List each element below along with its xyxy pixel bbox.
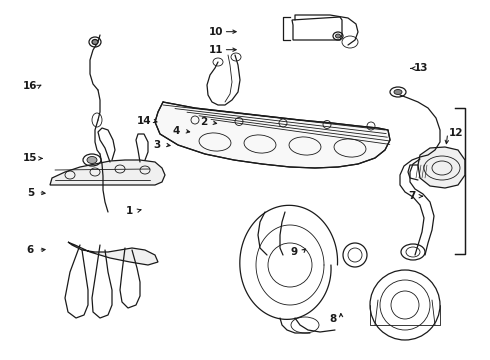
Text: 16: 16 <box>23 81 38 91</box>
Ellipse shape <box>87 157 97 163</box>
Text: 8: 8 <box>330 314 337 324</box>
Text: 3: 3 <box>153 140 160 150</box>
Text: 4: 4 <box>172 126 180 136</box>
Ellipse shape <box>92 40 98 45</box>
Text: 15: 15 <box>23 153 38 163</box>
Ellipse shape <box>336 34 341 38</box>
Text: 6: 6 <box>27 245 34 255</box>
Polygon shape <box>292 17 342 40</box>
Text: 13: 13 <box>414 63 429 73</box>
Polygon shape <box>155 102 390 168</box>
Text: 11: 11 <box>208 45 223 55</box>
Text: 9: 9 <box>291 247 297 257</box>
Text: 12: 12 <box>448 128 463 138</box>
Text: 1: 1 <box>126 206 133 216</box>
Text: 7: 7 <box>408 191 416 201</box>
Text: 2: 2 <box>200 117 207 127</box>
Text: 5: 5 <box>27 188 34 198</box>
Text: 14: 14 <box>137 116 152 126</box>
Polygon shape <box>418 147 465 188</box>
Ellipse shape <box>394 90 402 95</box>
Polygon shape <box>50 160 165 185</box>
Polygon shape <box>68 242 158 265</box>
Text: 10: 10 <box>208 27 223 37</box>
